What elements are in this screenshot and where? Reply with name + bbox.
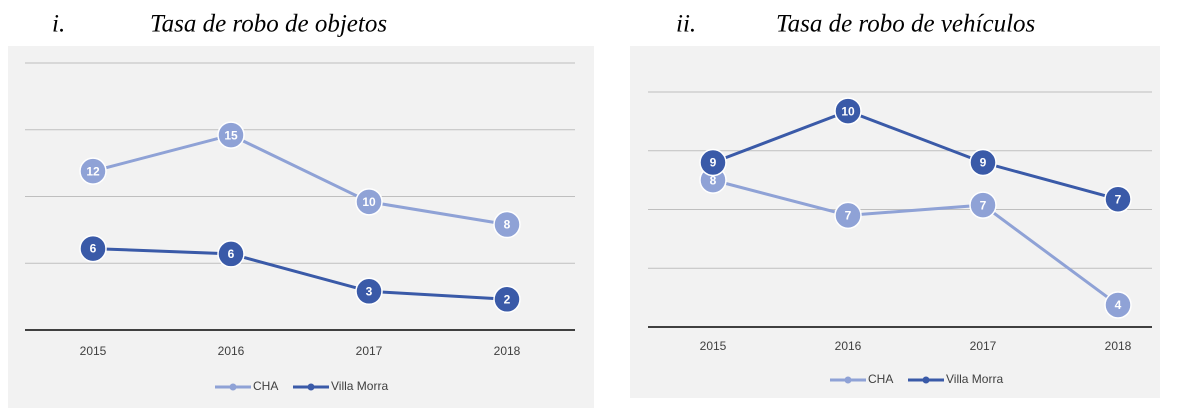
data-label: 4 — [1115, 298, 1122, 312]
data-point — [834, 201, 862, 230]
data-point — [699, 148, 727, 177]
data-point — [355, 277, 383, 306]
legend-label: CHA — [253, 379, 278, 393]
x-tick-label: 2016 — [835, 339, 862, 353]
data-point — [969, 191, 997, 219]
data-label: 10 — [841, 104, 855, 118]
x-tick-label: 2015 — [700, 339, 727, 353]
data-label: 8 — [710, 173, 717, 187]
data-label: 9 — [710, 156, 717, 170]
x-tick-label: 2015 — [80, 344, 107, 358]
panel — [630, 46, 1160, 398]
data-label: 2 — [504, 292, 511, 306]
legend-label: Villa Morra — [331, 379, 388, 393]
legend-marker — [844, 376, 852, 384]
data-point — [79, 234, 107, 263]
data-label: 8 — [504, 218, 511, 232]
data-point — [1104, 185, 1132, 213]
x-tick-label: 2018 — [1105, 339, 1132, 353]
x-tick-label: 2017 — [356, 344, 383, 358]
data-point — [493, 210, 521, 239]
data-point — [79, 157, 107, 185]
data-label: 10 — [362, 195, 376, 209]
data-label: 6 — [228, 247, 235, 261]
data-point — [834, 97, 862, 125]
data-point — [969, 148, 997, 177]
data-label: 6 — [90, 242, 97, 256]
chart-title: Tasa de robo de vehículos — [776, 11, 1035, 38]
data-label: 12 — [86, 164, 100, 178]
x-tick-label: 2018 — [494, 344, 521, 358]
data-point — [217, 121, 245, 149]
data-label: 3 — [366, 284, 373, 298]
data-point — [355, 188, 383, 216]
series-line — [712, 178, 1119, 307]
data-label: 9 — [980, 156, 987, 170]
chart-title: Tasa de robo de objetos — [150, 11, 387, 38]
panel-label: i. — [52, 11, 65, 38]
legend-label: Villa Morra — [946, 372, 1003, 386]
x-tick-label: 2017 — [970, 339, 997, 353]
data-label: 7 — [845, 209, 852, 223]
data-label: 15 — [224, 128, 238, 142]
legend-marker — [922, 376, 930, 384]
series-line — [92, 247, 508, 301]
series-line — [92, 133, 508, 227]
data-point — [1104, 291, 1132, 319]
series-line — [712, 109, 1119, 201]
panel-label: ii. — [676, 11, 696, 38]
legend-marker — [307, 383, 315, 391]
data-point — [217, 240, 245, 268]
x-tick-label: 2016 — [218, 344, 245, 358]
data-point — [493, 285, 521, 314]
data-label: 7 — [1115, 192, 1122, 206]
legend-marker — [229, 383, 237, 391]
data-label: 7 — [980, 198, 987, 212]
legend-label: CHA — [868, 372, 893, 386]
